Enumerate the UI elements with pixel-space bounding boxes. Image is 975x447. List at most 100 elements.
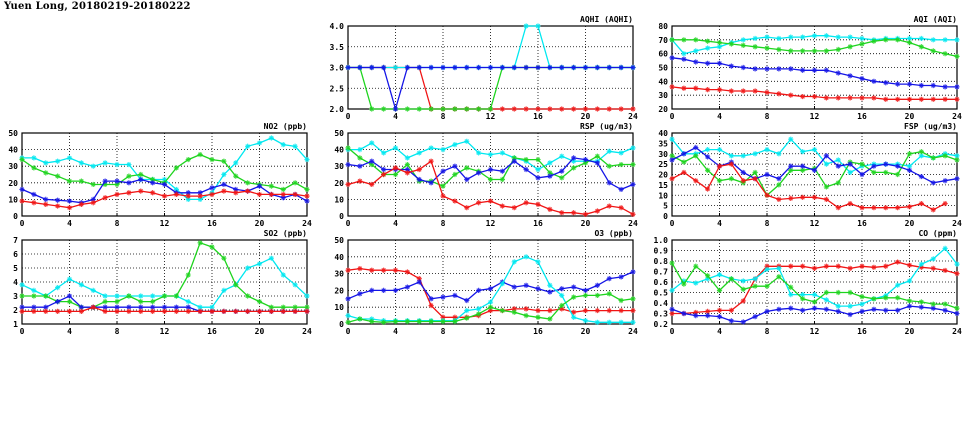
- x-tick-label: 20: [905, 219, 915, 228]
- data-point-marker: [728, 153, 734, 159]
- data-point-marker: [800, 93, 806, 100]
- data-point-marker: [55, 173, 61, 179]
- x-tick-label: 24: [952, 219, 962, 228]
- data-point-marker: [357, 147, 363, 153]
- data-point-marker: [906, 298, 913, 304]
- y-tick-label: 70: [658, 36, 668, 45]
- data-point-marker: [428, 64, 434, 71]
- x-tick-label: 16: [857, 219, 867, 228]
- data-point-marker: [716, 163, 723, 169]
- data-point-marker: [31, 304, 37, 310]
- data-point-marker: [811, 33, 818, 39]
- data-point-marker: [823, 67, 829, 73]
- series-blue: [669, 303, 960, 325]
- data-point-marker: [452, 106, 458, 112]
- data-point-marker: [43, 196, 49, 202]
- data-point-marker: [547, 173, 553, 179]
- data-point-marker: [942, 178, 948, 184]
- data-point-marker: [381, 171, 387, 178]
- y-tick-label: 20: [658, 105, 668, 114]
- data-point-marker: [954, 37, 960, 43]
- data-point-marker: [416, 150, 422, 156]
- data-point-marker: [942, 51, 948, 57]
- data-point-marker: [930, 48, 936, 54]
- y-tick-label: 1.0: [654, 236, 669, 245]
- x-tick-label: 24: [952, 112, 962, 121]
- data-point-marker: [464, 297, 470, 304]
- data-point-marker: [883, 96, 889, 102]
- data-point-marker: [66, 205, 73, 211]
- data-point-marker: [404, 161, 410, 168]
- data-point-marker: [788, 66, 794, 72]
- data-point-marker: [221, 188, 227, 194]
- x-tick-label: 12: [486, 219, 496, 228]
- data-point-marker: [150, 299, 156, 305]
- data-point-marker: [233, 190, 239, 196]
- data-point-marker: [716, 307, 723, 313]
- x-tick-label: 24: [302, 327, 312, 336]
- data-point-marker: [764, 283, 770, 289]
- data-point-marker: [464, 307, 470, 314]
- data-point-marker: [476, 287, 482, 293]
- data-point-marker: [954, 84, 960, 90]
- data-point-marker: [883, 161, 889, 167]
- data-point-marker: [209, 156, 215, 163]
- data-point-marker: [66, 299, 73, 305]
- data-point-marker: [78, 160, 84, 166]
- data-point-marker: [776, 151, 782, 157]
- data-point-marker: [918, 96, 924, 102]
- data-point-marker: [173, 308, 179, 314]
- data-point-marker: [669, 310, 675, 317]
- data-point-marker: [511, 64, 517, 71]
- y-tick-label: 0: [663, 212, 668, 221]
- data-point-marker: [930, 180, 936, 186]
- data-point-marker: [369, 267, 375, 273]
- data-point-marker: [906, 40, 913, 46]
- data-point-marker: [499, 106, 505, 112]
- data-point-marker: [464, 315, 470, 321]
- data-point-marker: [728, 63, 734, 69]
- data-point-marker: [776, 46, 782, 53]
- data-point-marker: [618, 106, 624, 112]
- data-point-marker: [559, 168, 565, 174]
- data-point-marker: [304, 293, 310, 299]
- data-point-marker: [582, 211, 589, 217]
- data-point-marker: [292, 191, 298, 198]
- data-point-marker: [256, 308, 263, 314]
- data-point-marker: [835, 34, 841, 40]
- data-point-marker: [606, 148, 612, 154]
- data-point-marker: [55, 158, 61, 164]
- x-tick-label: 0: [346, 219, 351, 228]
- y-tick-label: 0.9: [654, 247, 669, 256]
- data-point-marker: [126, 308, 132, 314]
- y-tick-label: 40: [658, 129, 668, 138]
- data-point-marker: [31, 155, 37, 161]
- data-point-marker: [126, 190, 132, 196]
- y-tick-label: 40: [334, 253, 344, 262]
- y-tick-label: 20: [334, 286, 344, 295]
- data-point-marker: [740, 169, 746, 176]
- data-point-marker: [221, 308, 227, 314]
- data-point-marker: [245, 143, 251, 149]
- data-point-marker: [547, 64, 553, 71]
- data-point-marker: [800, 149, 806, 155]
- data-point-marker: [835, 163, 841, 169]
- data-point-marker: [823, 196, 829, 202]
- data-point-marker: [594, 153, 600, 159]
- data-point-marker: [440, 106, 446, 112]
- y-tick-label: 0.7: [654, 268, 669, 277]
- data-point-marker: [811, 93, 818, 100]
- data-point-marker: [883, 80, 889, 86]
- data-point-marker: [114, 304, 120, 310]
- data-point-marker: [185, 156, 191, 163]
- data-point-marker: [369, 181, 375, 188]
- data-point-marker: [618, 307, 624, 314]
- data-point-marker: [895, 307, 901, 313]
- data-point-marker: [511, 306, 517, 312]
- data-point-marker: [606, 307, 612, 314]
- data-point-marker: [740, 37, 746, 43]
- y-tick-label: 4: [13, 278, 18, 287]
- data-point-marker: [114, 293, 120, 299]
- data-point-marker: [906, 278, 913, 284]
- data-point-marker: [138, 299, 144, 305]
